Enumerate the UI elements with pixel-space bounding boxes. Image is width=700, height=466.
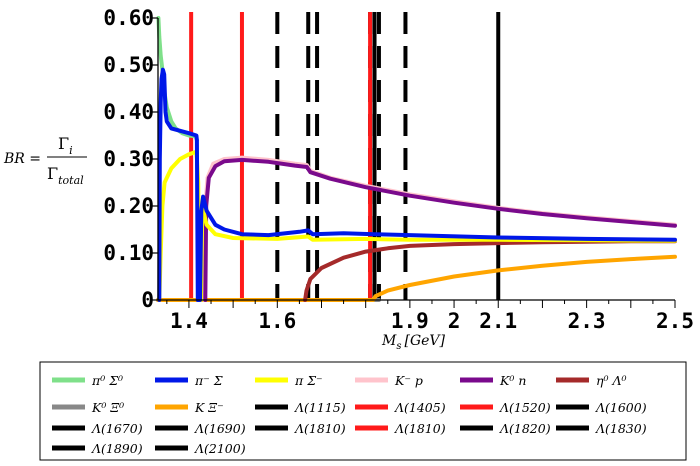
legend-entry-0: π⁰ Σ⁰: [52, 373, 123, 388]
x-axis-label: Ms [GeV]: [381, 333, 446, 352]
y-tick-label: 0.40: [103, 100, 154, 124]
legend: π⁰ Σ⁰ π⁻ Σ π Σ⁻ K⁻ p K⁰ n η⁰ Λ⁰ K⁰ Ξ⁰ K Ξ⁻ Λ(111…: [39, 361, 687, 461]
y-label-numerator: Γi: [58, 134, 73, 157]
y-tick-label: 0: [141, 288, 154, 312]
legend-label: π⁻ Σ: [194, 373, 223, 388]
legend-label: Λ(1670): [91, 421, 143, 436]
legend-label: Λ(1405): [394, 400, 446, 415]
series-line-1: [157, 67, 677, 302]
series-lines: [156, 16, 677, 302]
legend-entry-13: Λ(1690): [155, 421, 246, 436]
x-tick-label: 2.3: [568, 309, 606, 333]
legend-entry-16: Λ(1820): [460, 421, 551, 436]
legend-entry-6: K⁰ Ξ⁰: [52, 400, 124, 415]
x-tick-label: 2: [448, 309, 461, 333]
y-tick-label: 0.10: [103, 241, 154, 265]
legend-label: Λ(1690): [194, 421, 246, 436]
legend-label: Λ(1820): [499, 421, 551, 436]
legend-entry-18: Λ(1890): [52, 441, 143, 456]
x-label-text: Ms [GeV]: [381, 333, 446, 352]
x-label-sub: s: [396, 341, 401, 352]
series-line-4: [203, 157, 677, 302]
x-tick-label: 1.9: [391, 309, 429, 333]
legend-entry-7: K Ξ⁻: [155, 400, 224, 415]
legend-entry-5: η⁰ Λ⁰: [556, 373, 627, 388]
legend-entry-4: K⁰ n: [460, 373, 526, 388]
legend-entry-19: Λ(2100): [155, 441, 246, 456]
x-label-unit: [GeV]: [404, 333, 445, 349]
y-label-numerator-symbol: Γ: [58, 134, 69, 153]
legend-label: Λ(1520): [499, 400, 551, 415]
legend-entry-17: Λ(1830): [556, 421, 647, 436]
y-tick-label: 0.20: [103, 194, 154, 218]
legend-label: η⁰ Λ⁰: [596, 373, 627, 388]
y-tick-label: 0.60: [103, 6, 154, 30]
legend-entry-3: K⁻ p: [355, 373, 423, 388]
series-line-7: [156, 254, 677, 302]
legend-entry-10: Λ(1520): [460, 400, 551, 415]
legend-label: Λ(1810): [294, 421, 346, 436]
legend-label: π Σ⁻: [294, 373, 323, 388]
legend-label: Λ(1830): [595, 421, 647, 436]
legend-label: Λ(1810): [394, 421, 446, 436]
x-tick-label: 2.5: [656, 309, 694, 333]
legend-label: Λ(1600): [595, 400, 647, 415]
legend-entry-15: Λ(1810): [355, 421, 446, 436]
series-line-0: [156, 16, 199, 143]
legend-entry-14: Λ(1810): [255, 421, 346, 436]
legend-label: Λ(1890): [91, 441, 143, 456]
y-axis-label: BR = Γi Γtotal: [3, 134, 87, 187]
legend-entry-2: π Σ⁻: [255, 373, 323, 388]
x-label-symbol: M: [381, 333, 397, 349]
legend-label: Λ(2100): [194, 441, 246, 456]
axis-ticks: 0 0.10 0.20 0.30 0.40 0.50 0.60 1.4 1.6 1.9 2 2.1 2.…: [103, 6, 694, 333]
x-tick-label: 1.6: [258, 309, 296, 333]
legend-entry-12: Λ(1670): [52, 421, 143, 436]
y-label-numerator-sub: i: [69, 144, 73, 157]
legend-entry-8: Λ(1115): [255, 400, 346, 415]
y-label-denominator-symbol: Γ: [47, 164, 58, 183]
legend-entry-1: π⁻ Σ: [155, 373, 223, 388]
y-label-denominator: Γtotal: [47, 164, 84, 187]
legend-label: K⁻ p: [394, 373, 423, 388]
legend-label: π⁰ Σ⁰: [91, 373, 123, 388]
x-tick-label: 2.1: [479, 309, 517, 333]
legend-entry-11: Λ(1600): [556, 400, 647, 415]
legend-items: π⁰ Σ⁰ π⁻ Σ π Σ⁻ K⁻ p K⁰ n η⁰ Λ⁰ K⁰ Ξ⁰ K Ξ⁻ Λ(111…: [52, 373, 647, 456]
y-tick-label: 0.30: [103, 147, 154, 171]
y-label-denominator-sub: total: [58, 174, 84, 187]
legend-label: K⁰ n: [499, 373, 526, 388]
y-label-lhs: BR =: [3, 151, 41, 167]
x-tick-label: 1.4: [170, 309, 208, 333]
legend-label: K Ξ⁻: [194, 400, 224, 415]
legend-label: K⁰ Ξ⁰: [91, 400, 124, 415]
legend-entry-9: Λ(1405): [355, 400, 446, 415]
y-tick-label: 0.50: [103, 53, 154, 77]
legend-label: Λ(1115): [294, 400, 346, 415]
